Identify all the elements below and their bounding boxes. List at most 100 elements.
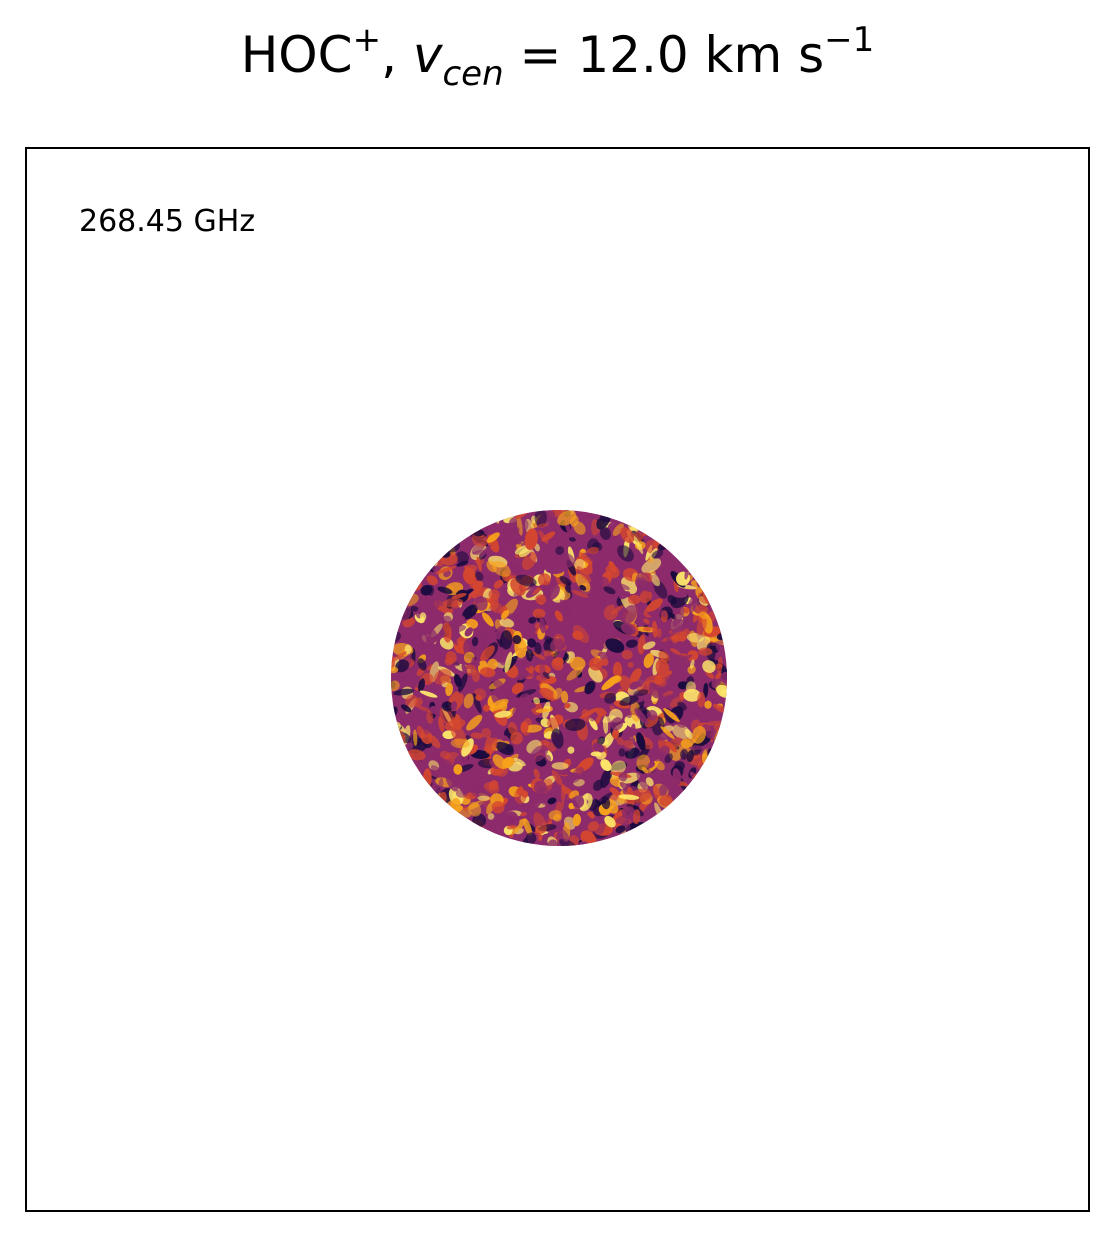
noise-blob [708, 568, 720, 577]
noise-blob [631, 829, 645, 846]
noise-blob [490, 571, 498, 579]
noise-blob [610, 605, 624, 615]
noise-blob [391, 596, 398, 614]
noise-blob [682, 801, 694, 817]
noise-blob [624, 510, 632, 518]
noise-blob [704, 574, 721, 591]
noise-blob [391, 680, 400, 692]
noise-blob [679, 796, 686, 810]
noise-blob [699, 788, 710, 798]
noise-blob [681, 513, 691, 524]
noise-blob [397, 582, 410, 595]
noise-blob [445, 511, 462, 531]
noise-blob [433, 803, 442, 823]
noise-blob [628, 594, 641, 605]
noise-blob [718, 770, 727, 777]
title-velocity-symbol: v [412, 26, 443, 84]
noise-blob [431, 562, 437, 572]
noise-blob [702, 788, 717, 802]
noise-blob [402, 802, 411, 813]
noise-blob [511, 682, 524, 695]
noise-blob [391, 783, 404, 790]
noise-blob [427, 546, 448, 555]
noise-blob [657, 526, 671, 536]
noise-blob [395, 542, 406, 558]
noise-blob [707, 785, 718, 800]
noise-blob [416, 725, 425, 739]
noise-blob [488, 589, 500, 601]
noise-blob [555, 546, 565, 555]
noise-blob [670, 828, 676, 837]
noise-blob [456, 780, 469, 791]
noise-blob [587, 821, 599, 832]
noise-blob [534, 642, 542, 655]
noise-blob [527, 638, 537, 648]
noise-blob [698, 611, 709, 619]
noise-blob [704, 798, 713, 808]
noise-blob [610, 717, 624, 731]
noise-blob [670, 804, 685, 819]
noise-blob [646, 825, 654, 835]
noise-blob [654, 826, 661, 834]
noise-blob [450, 798, 461, 812]
noise-blob [601, 624, 615, 638]
noise-blob [659, 794, 673, 807]
noise-blob [413, 729, 418, 746]
noise-blob [716, 599, 726, 611]
noise-blob [391, 550, 401, 561]
noise-blob [709, 772, 721, 781]
noise-blob [391, 790, 400, 800]
noise-blob [579, 552, 593, 566]
noise-blob [700, 795, 709, 804]
noise-blob [481, 728, 492, 738]
noise-blob [483, 716, 495, 725]
noise-blob [450, 738, 470, 749]
noise-blob [712, 510, 723, 517]
noise-blob [639, 838, 659, 843]
noise-blob [423, 726, 431, 735]
noise-blob [395, 560, 410, 572]
noise-blob [621, 806, 636, 820]
noise-blob [495, 741, 514, 755]
noise-blob [666, 820, 679, 837]
noise-blob [454, 510, 469, 521]
noise-blob [615, 825, 626, 834]
noise-blob [401, 539, 415, 558]
noise-blob [697, 510, 705, 519]
noise-blob [439, 707, 454, 726]
noise-blob [426, 575, 438, 586]
noise-blob [716, 580, 727, 591]
noise-blob [394, 792, 404, 803]
noise-blob [715, 784, 727, 797]
noise-blob [455, 789, 468, 798]
noise-blob [544, 561, 567, 575]
noise-blob [510, 731, 523, 745]
noise-blob [475, 694, 482, 701]
noise-blob [486, 532, 500, 543]
noise-blob [672, 768, 682, 785]
noise-blob [445, 771, 459, 792]
noise-blob [391, 783, 400, 795]
noise-blob [520, 812, 527, 817]
map-panel: 268.45 GHz [25, 147, 1090, 1212]
noise-blob [690, 711, 701, 719]
noise-blob [652, 840, 660, 846]
noise-blob [434, 802, 440, 814]
noise-blob [532, 608, 546, 619]
noise-blob [405, 804, 427, 812]
noise-blob [436, 538, 447, 550]
noise-blob [391, 511, 397, 520]
noise-blob [701, 723, 719, 741]
noise-blob [663, 694, 681, 699]
noise-blob [713, 840, 727, 846]
noise-blob [435, 565, 457, 575]
noise-blob [424, 805, 437, 825]
noise-blob [440, 828, 450, 837]
noise-blob [600, 759, 612, 772]
noise-blob [487, 658, 498, 670]
noise-blob [718, 510, 727, 521]
noise-blob [593, 779, 604, 791]
noise-blob [702, 777, 710, 784]
noise-blob [407, 749, 426, 761]
noise-blob [560, 690, 569, 704]
